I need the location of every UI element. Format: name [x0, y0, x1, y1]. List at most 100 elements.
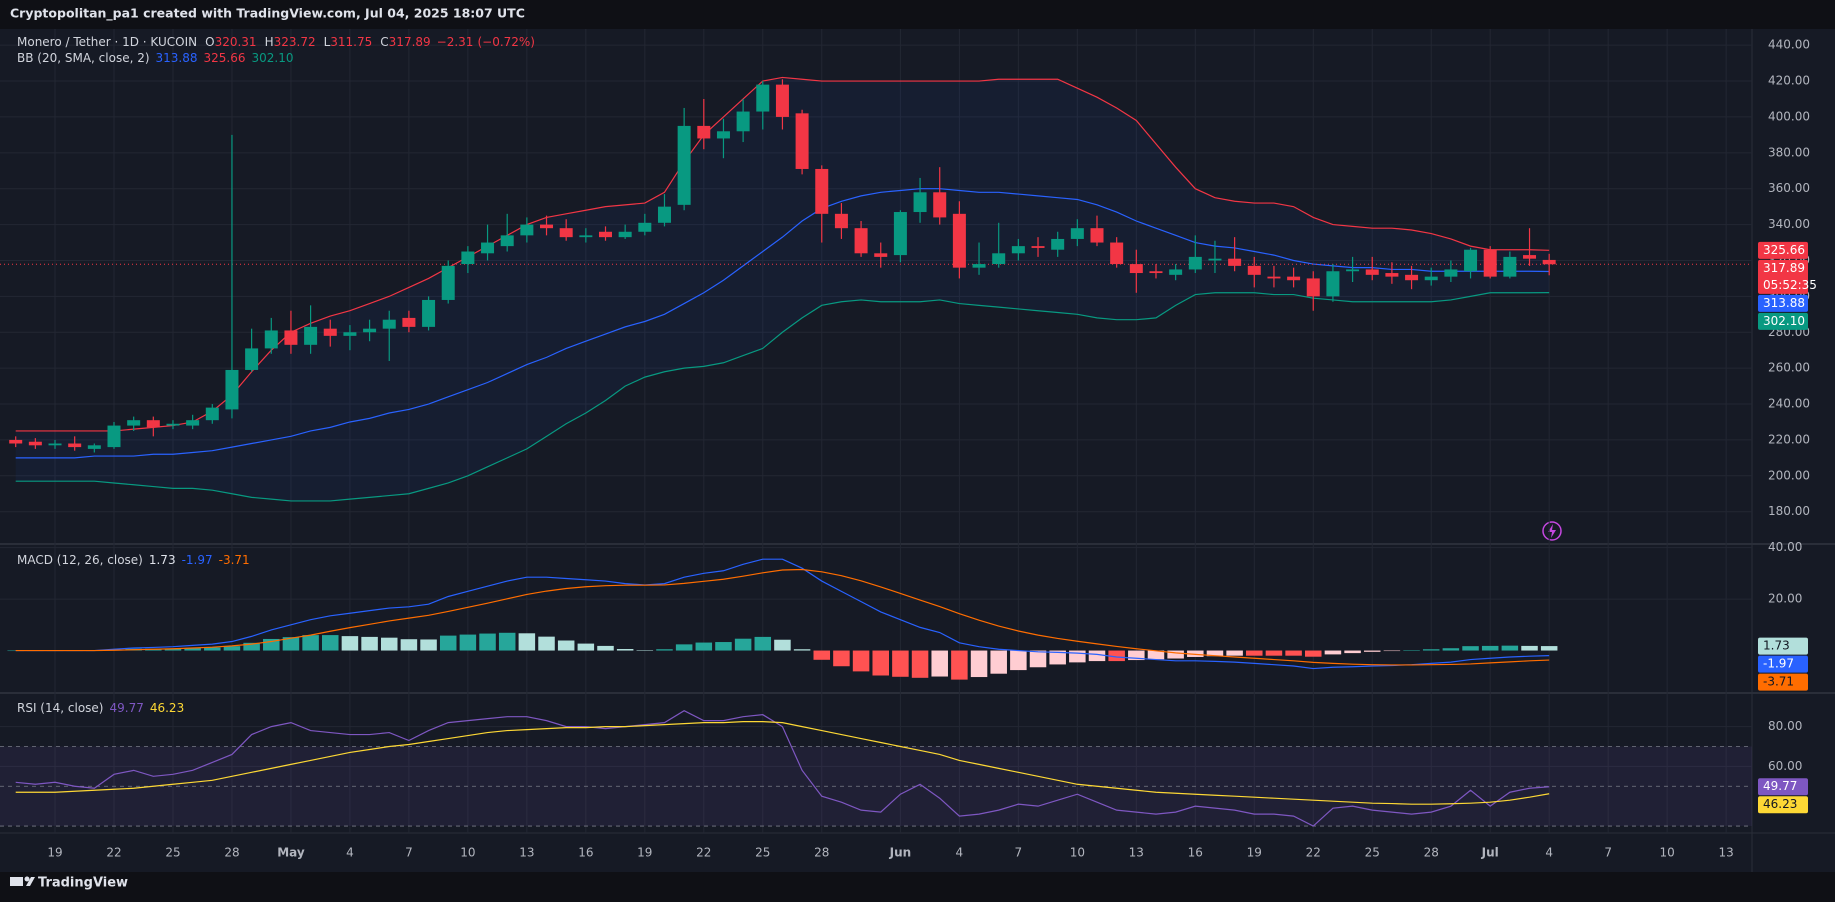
candle-body: [1090, 228, 1104, 243]
macd-histogram-bar: [1226, 650, 1243, 656]
alert-icon[interactable]: [1542, 521, 1562, 541]
candle-body: [422, 299, 436, 327]
legend-prefix: O: [205, 35, 214, 49]
candle-body: [284, 330, 298, 345]
candle-body: [952, 213, 966, 268]
legend-value: -3.71: [219, 553, 250, 567]
macd-histogram-bar: [302, 635, 319, 651]
candle-body: [186, 420, 200, 426]
macd-histogram-bar: [1442, 648, 1460, 651]
candle-body: [1169, 269, 1183, 275]
macd-histogram-bar: [636, 650, 654, 651]
macd-histogram-bar: [1285, 650, 1302, 656]
macd-histogram-bar: [380, 637, 398, 651]
candle-body: [1405, 274, 1419, 281]
candle-body: [205, 407, 219, 421]
macd-histogram-bar: [990, 650, 1007, 674]
candle-body: [933, 192, 947, 218]
macd-histogram-bar: [774, 639, 791, 651]
macd-histogram-bar: [538, 636, 555, 651]
y-tick-label: 240.00: [1768, 397, 1810, 411]
macd-histogram-bar: [1403, 650, 1420, 651]
x-tick-label: 7: [1015, 846, 1023, 860]
price-tag-label: -3.71: [1763, 675, 1794, 689]
candle-body: [48, 443, 62, 446]
y-tick-label: 400.00: [1768, 109, 1810, 123]
candle-body: [1267, 276, 1281, 279]
price-tag: [1758, 778, 1808, 796]
macd-histogram-bar: [1108, 650, 1125, 662]
x-tick-label: 19: [1247, 846, 1262, 860]
candle-body: [638, 222, 652, 232]
macd-histogram-bar: [1088, 650, 1106, 662]
candle-body: [913, 192, 927, 213]
candle-body: [343, 332, 357, 336]
macd-histogram-bar: [1521, 645, 1538, 651]
candle-body: [481, 242, 495, 254]
macd-histogram-bar: [1147, 650, 1165, 660]
footer-brand: TradingView: [38, 876, 128, 891]
x-tick-label: 7: [1604, 846, 1612, 860]
chart-area: [0, 29, 1835, 872]
macd-histogram-bar: [439, 635, 457, 651]
price-tag: [1758, 796, 1808, 814]
alert-circle[interactable]: [1542, 521, 1562, 541]
candle-body: [618, 231, 632, 238]
macd-histogram-bar: [1049, 650, 1066, 665]
candle-body: [87, 445, 101, 449]
macd-line: [15, 558, 1550, 670]
x-tick-label: Jun: [889, 846, 912, 860]
alert-bolt[interactable]: [1548, 524, 1556, 538]
x-tick-label: 28: [1424, 846, 1439, 860]
macd-histogram-bar: [577, 643, 595, 651]
macd-histogram-bar: [1187, 650, 1204, 657]
candle-body: [854, 228, 868, 254]
rsi-ma-line: [15, 721, 1550, 805]
macd-histogram-bar: [1383, 650, 1401, 652]
candle-body: [834, 213, 848, 229]
candle-body: [775, 84, 789, 117]
x-tick-label: 16: [578, 846, 593, 860]
x-tick-label: May: [277, 846, 305, 860]
candle-body: [461, 251, 475, 265]
y-tick-label: 180.00: [1768, 504, 1810, 518]
legend-title: MACD (12, 26, close): [17, 553, 143, 567]
candle-body: [657, 206, 671, 223]
x-tick-label: 25: [755, 846, 770, 860]
x-tick-label: 28: [814, 846, 829, 860]
x-tick-label: 7: [405, 846, 413, 860]
macd-histogram-bar: [498, 632, 516, 651]
candle-body: [363, 328, 377, 333]
candle-body: [28, 441, 42, 446]
logo-mark: [10, 877, 23, 886]
x-tick-label: 16: [1188, 846, 1203, 860]
candle-body: [677, 125, 691, 205]
logo-mark: [26, 877, 35, 886]
macd-histogram-bar: [1481, 645, 1499, 651]
legend-value: (−0.72%): [477, 35, 535, 49]
candle-body: [225, 369, 239, 410]
rsi-band-fill: [0, 746, 1752, 827]
macd-histogram-bar: [734, 638, 752, 651]
macd-histogram-bar: [656, 649, 673, 651]
macd-histogram-bar: [695, 642, 713, 651]
price-tag-label: 325.66: [1763, 243, 1805, 257]
macd-histogram-bar: [970, 650, 988, 678]
x-tick-label: 25: [165, 846, 180, 860]
macd-histogram-bar: [793, 649, 811, 651]
candle-body: [9, 439, 23, 444]
y-tick-label: 80.00: [1768, 719, 1802, 733]
y-tick-label: 60.00: [1768, 759, 1802, 773]
candle-body: [245, 348, 259, 370]
x-tick-label: 22: [106, 846, 121, 860]
rsi-line: [15, 710, 1550, 827]
signal-line: [15, 568, 1550, 666]
macd-histogram-bar: [872, 650, 889, 676]
legend: BB (20, SMA, close, 2) 313.88 325.66 302.10: [17, 51, 294, 65]
header: Cryptopolitan_pa1 created with TradingVi…: [10, 6, 525, 22]
candle-body: [893, 212, 907, 256]
candle-body: [1110, 242, 1124, 265]
candle-body: [441, 265, 455, 300]
macd-histogram-bar: [1462, 646, 1479, 651]
candle-body: [579, 235, 593, 238]
